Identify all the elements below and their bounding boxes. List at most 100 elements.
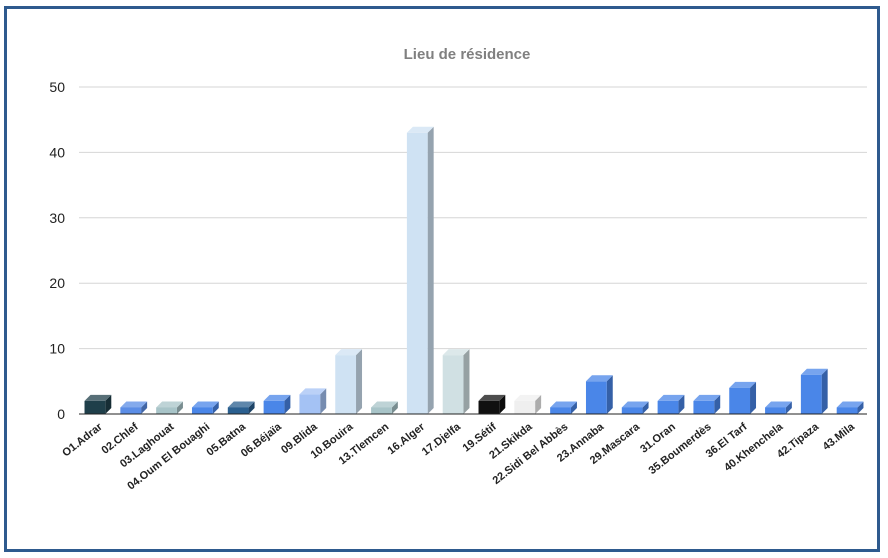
bar-top bbox=[657, 394, 685, 401]
bar-top bbox=[514, 394, 542, 401]
y-axis-ticks: 0 10 20 30 40 50 bbox=[49, 79, 65, 422]
bar-top bbox=[585, 375, 613, 382]
bar bbox=[478, 394, 506, 414]
bar-front bbox=[765, 407, 786, 414]
bar-side bbox=[427, 126, 434, 414]
bar-side bbox=[284, 394, 291, 414]
bar bbox=[729, 381, 757, 414]
bar-front bbox=[120, 407, 142, 414]
chart: Lieu de résidence 0 10 20 30 40 50 O1.Adrar02… bbox=[49, 46, 867, 492]
bar bbox=[836, 401, 864, 414]
bar-front bbox=[693, 400, 715, 414]
bar-front bbox=[729, 387, 751, 414]
bar-top bbox=[693, 394, 721, 401]
bar-side bbox=[714, 394, 721, 414]
bar bbox=[693, 394, 721, 414]
x-tick-label: 17.Djelfa bbox=[420, 420, 464, 458]
bar-top bbox=[478, 394, 506, 401]
bar-side bbox=[821, 368, 828, 414]
bar-front bbox=[227, 407, 249, 414]
bar-side bbox=[678, 394, 685, 414]
bar-front bbox=[836, 407, 858, 414]
chart-title: Lieu de résidence bbox=[404, 46, 531, 63]
bar-top bbox=[263, 394, 291, 401]
bar bbox=[120, 401, 148, 414]
bar-top bbox=[335, 349, 363, 356]
bar bbox=[442, 349, 470, 414]
bar-top bbox=[729, 381, 757, 388]
bar-front bbox=[550, 407, 571, 414]
bar-front bbox=[406, 132, 428, 414]
bar-top bbox=[621, 401, 649, 408]
bar-side bbox=[570, 401, 577, 414]
bar-side bbox=[212, 401, 219, 414]
bar-side bbox=[176, 401, 183, 414]
bar bbox=[227, 401, 255, 414]
bar-side bbox=[356, 349, 363, 414]
x-tick-label: 35.Boumerdès bbox=[647, 421, 714, 477]
bar bbox=[371, 401, 398, 414]
bar-side bbox=[141, 401, 148, 414]
bar-front bbox=[514, 400, 536, 414]
bar-top bbox=[84, 394, 112, 401]
bar-front bbox=[621, 407, 643, 414]
bar-side bbox=[785, 401, 792, 414]
bar bbox=[263, 394, 291, 414]
bar-side bbox=[391, 401, 398, 414]
x-tick-label: 06.Béjaïa bbox=[239, 420, 285, 459]
bar bbox=[335, 349, 363, 414]
bar-top bbox=[120, 401, 148, 408]
bar-side bbox=[535, 394, 542, 414]
bar bbox=[585, 375, 613, 414]
bar-top bbox=[227, 401, 255, 408]
bar-top bbox=[406, 126, 434, 133]
bar bbox=[550, 401, 577, 414]
chart-frame: Lieu de résidence 0 10 20 30 40 50 O1.Adrar 02… bbox=[4, 6, 880, 552]
bar bbox=[191, 401, 219, 414]
bar-front bbox=[585, 381, 607, 414]
bar-side bbox=[105, 394, 112, 414]
y-tick-label: 30 bbox=[49, 210, 65, 226]
y-tick-label: 0 bbox=[57, 406, 65, 422]
bar-side bbox=[642, 401, 649, 414]
bar-top bbox=[156, 401, 183, 408]
bar bbox=[84, 394, 112, 414]
bar-side bbox=[463, 349, 470, 414]
x-tick-label: O1.Adrar bbox=[60, 420, 105, 459]
bar-side bbox=[499, 394, 506, 414]
bar bbox=[156, 401, 183, 414]
bar-top bbox=[442, 349, 470, 356]
bar-side bbox=[248, 401, 255, 414]
y-tick-label: 20 bbox=[49, 275, 65, 291]
bar-side bbox=[750, 381, 757, 414]
bar-side bbox=[320, 388, 327, 414]
bar bbox=[621, 401, 649, 414]
bar-front bbox=[156, 407, 177, 414]
bar-front bbox=[442, 355, 464, 414]
bar-top bbox=[765, 401, 792, 408]
bar-front bbox=[191, 407, 213, 414]
bar bbox=[299, 388, 327, 414]
bar-top bbox=[191, 401, 219, 408]
bar-front bbox=[657, 400, 679, 414]
bar-front bbox=[84, 400, 106, 414]
y-tick-label: 10 bbox=[49, 341, 65, 357]
bar-top bbox=[836, 401, 864, 408]
bar-top bbox=[550, 401, 577, 408]
bar-front bbox=[263, 400, 285, 414]
bar-top bbox=[299, 388, 327, 395]
bar-front bbox=[299, 394, 321, 414]
y-tick-label: 50 bbox=[49, 79, 65, 95]
bar-top bbox=[800, 368, 828, 375]
bar bbox=[406, 126, 434, 414]
bar-front bbox=[800, 374, 822, 414]
bar-top bbox=[371, 401, 398, 408]
bar-front bbox=[335, 355, 357, 414]
x-tick-label: 43.Mila bbox=[821, 420, 858, 453]
bar-side bbox=[857, 401, 864, 414]
bar bbox=[657, 394, 685, 414]
y-tick-label: 40 bbox=[49, 144, 65, 160]
gridlines bbox=[79, 86, 867, 350]
bar-front bbox=[371, 407, 392, 414]
